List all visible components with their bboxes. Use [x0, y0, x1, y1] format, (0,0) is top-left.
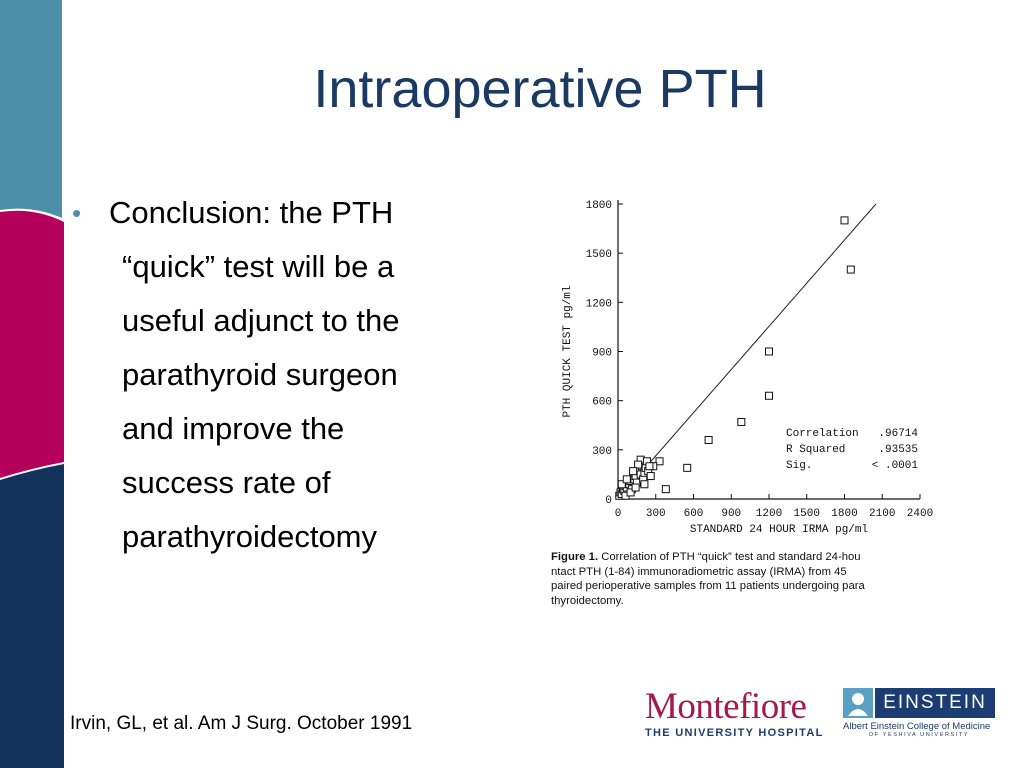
slide-title: Intraoperative PTH — [313, 59, 767, 119]
sidebar-decoration — [0, 0, 64, 768]
x-tick-label: 2100 — [869, 508, 895, 520]
data-point — [704, 436, 713, 444]
data-point — [840, 216, 849, 225]
caption-line: thyroidectomy. — [551, 594, 624, 607]
montefiore-logo-name: Montefiore — [645, 686, 807, 727]
caption-line: Correlation of PTH “quick” test and stan… — [601, 551, 861, 563]
data-point — [626, 488, 635, 497]
stats-annotation-value: < .0001 — [872, 460, 919, 472]
data-point — [737, 417, 746, 426]
einstein-logo-name: EINSTEIN — [875, 688, 995, 718]
data-point — [634, 460, 643, 469]
sidebar-navy-band — [0, 464, 64, 768]
bullet-line: and improve the — [122, 411, 345, 446]
regression-line — [617, 203, 877, 500]
data-point — [765, 391, 773, 400]
einstein-emblem-icon — [843, 688, 873, 718]
x-axis-label: STANDARD 24 HOUR IRMA pg/ml — [690, 524, 868, 536]
y-tick-label: 1500 — [586, 249, 612, 261]
x-tick-label: 900 — [721, 508, 741, 520]
bullet-line: success rate of — [122, 465, 331, 500]
data-point — [661, 485, 670, 494]
y-axis-label: PTH QUICK TEST pg/ml — [562, 285, 574, 417]
data-point — [683, 463, 692, 472]
y-tick-label: 300 — [592, 446, 612, 458]
caption-line: ntact PTH (1-84) immunoradiometric assay… — [551, 565, 847, 578]
stats-annotation-label: R Squared — [786, 444, 845, 456]
x-tick-label: 300 — [646, 508, 666, 520]
bullet-line: parathyroid surgeon — [122, 357, 398, 392]
data-point — [646, 472, 655, 481]
data-point — [765, 347, 773, 356]
x-tick-label: 2400 — [907, 508, 933, 520]
bullet-line: parathyroidectomy — [122, 519, 378, 554]
x-tick-label: 1800 — [831, 508, 857, 520]
bullet-dot-icon: • — [72, 198, 82, 228]
x-tick-label: 0 — [615, 508, 622, 520]
data-point — [617, 480, 626, 489]
caption-label: Figure 1. — [551, 551, 599, 563]
bullet-line: Conclusion: the PTH — [109, 195, 394, 230]
data-point — [640, 480, 649, 489]
y-tick-label: 900 — [592, 348, 612, 360]
einstein-logo: EINSTEIN Albert Einstein College of Medi… — [843, 688, 995, 738]
bullet-text: Conclusion: the PTH “quick” test will be… — [109, 186, 399, 564]
x-tick-label: 1200 — [756, 508, 782, 520]
einstein-logo-subtitle2: OF YESHIVA UNIVERSITY — [868, 732, 970, 738]
y-tick-label: 600 — [592, 397, 612, 409]
bullet-line: useful adjunct to the — [122, 303, 400, 338]
bullet-line: “quick” test will be a — [122, 249, 395, 284]
citation: Irvin, GL, et al. Am J Surg. October 199… — [70, 713, 413, 734]
stats-annotation-value: .96714 — [878, 428, 918, 440]
data-point — [645, 462, 654, 471]
y-tick-label: 1800 — [586, 200, 612, 212]
scatter-plot: 0 300 600 900 1200 1500 1800 0 300 600 900 1200 1500… — [562, 200, 933, 536]
montefiore-logo-subtitle: THE UNIVERSITY HOSPITAL — [645, 727, 824, 739]
stats-annotation-label: Sig. — [786, 460, 812, 472]
montefiore-logo: Montefiore THE UNIVERSITY HOSPITAL — [645, 688, 824, 739]
x-tick-label: 1500 — [794, 508, 820, 520]
data-point — [631, 483, 640, 492]
caption-line: paired perioperative samples from 11 pat… — [551, 580, 865, 592]
y-tick-label: 1200 — [586, 298, 612, 310]
y-tick-label: 0 — [605, 495, 612, 507]
stats-annotation-label: Correlation — [786, 428, 859, 440]
data-point — [655, 457, 664, 466]
einstein-logo-subtitle: Albert Einstein College of Medicine — [843, 721, 991, 732]
sidebar-teal-band — [0, 0, 62, 218]
data-point — [846, 265, 855, 274]
x-tick-label: 600 — [684, 508, 704, 520]
stats-annotation-value: .93535 — [878, 444, 918, 456]
sidebar-magenta-band — [0, 210, 64, 478]
figure-caption: Figure 1. Correlation of PTH “quick” tes… — [551, 550, 933, 608]
data-point — [629, 467, 638, 476]
data-point — [622, 475, 631, 484]
